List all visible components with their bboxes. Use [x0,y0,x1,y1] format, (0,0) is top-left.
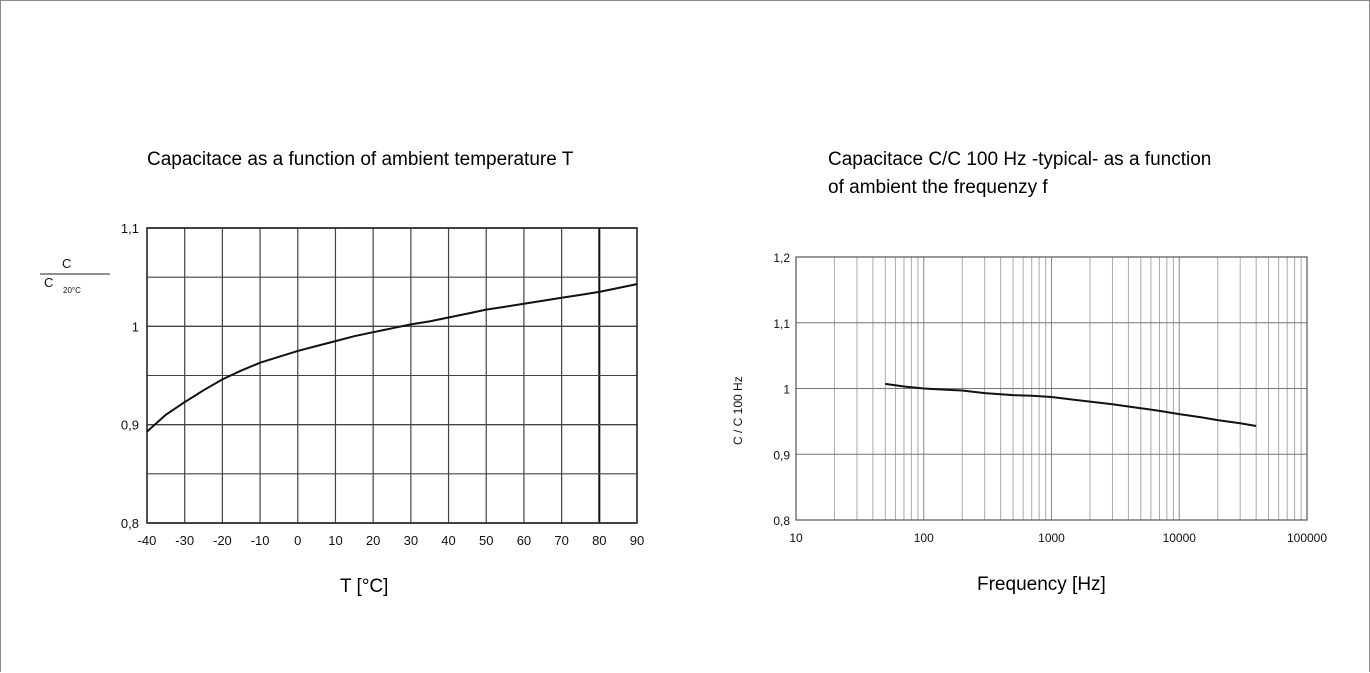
chart2-y-tick-label: 1,2 [773,251,790,265]
chart1-x-tick-label: 80 [592,533,606,548]
chart1-x-tick-label: -30 [175,533,194,548]
chart2-x-axis-label: Frequency [Hz] [977,574,1106,595]
chart1-x-tick-label: -10 [251,533,270,548]
chart1-y-tick-label: 0,8 [121,516,139,531]
chart2-y-tick-label: 0,9 [773,448,790,462]
chart1-x-tick-label: 30 [404,533,418,548]
chart1-x-tick-label: 90 [630,533,644,548]
chart1-x-tick-label: 60 [517,533,531,548]
chart1-x-tick-label: -20 [213,533,232,548]
chart2-x-tick-label: 10000 [1163,531,1197,545]
chart1-x-tick-label: 70 [554,533,568,548]
chart2-title-line1: Capacitace C/C 100 Hz -typical- as a fun… [828,149,1212,170]
chart2-series-line [885,382,1257,427]
chart1-x-tick-label: -40 [138,533,157,548]
chart1-tick-labels: -40 -30 -20 -10 0 10 20 30 40 50 60 70 80 90 0,8 0,9 1 1,… [121,221,644,548]
chart2-y-axis-label: C / C 100 Hz [731,376,745,445]
chart1-x-tick-label: 10 [328,533,342,548]
chart2-x-tick-label: 1000 [1038,531,1065,545]
chart2-tick-labels: 10 100 1000 10000 100000 0,8 0,9 1 1,1 1,2 [773,251,1327,545]
chart2-x-tick-label: 100000 [1287,531,1327,545]
chart1-ylabel-subscript: 20°C [63,286,81,295]
chart1-y-tick-label: 0,9 [121,418,139,433]
chart2-title-line2: of ambient the frequenzy f [828,177,1048,198]
chart1-x-tick-label: 20 [366,533,380,548]
chart1-ylabel-denominator: C [44,275,53,290]
chart2-y-tick-label: 1 [783,383,790,397]
chart1-x-axis-label: T [°C] [340,576,389,597]
chart1-x-tick-label: 50 [479,533,493,548]
chart2-x-tick-label: 100 [914,531,934,545]
chart1-ylabel-numerator: C [62,256,71,271]
chart1-title: Capacitace as a function of ambient temp… [147,149,574,170]
chart1-x-tick-label: 40 [441,533,455,548]
chart2-x-tick-label: 10 [789,531,803,545]
chart1-plot-border [146,227,638,524]
chart1-y-tick-label: 1,1 [121,221,139,236]
chart2-title: Capacitace C/C 100 Hz -typical- as a fun… [828,146,1211,202]
chart2-grid [795,256,1308,521]
chart2-plot-border [795,256,1308,521]
chart1-series-line [146,283,638,433]
chart2-y-tick-label: 1,1 [773,317,790,331]
chart2-y-tick-label: 0,8 [773,514,790,528]
chart1-y-axis-label: C C 20°C [40,256,110,295]
chart1-x-tick-label: 0 [294,533,301,548]
chart1-grid [146,227,638,524]
chart1-y-tick-label: 1 [132,319,139,334]
